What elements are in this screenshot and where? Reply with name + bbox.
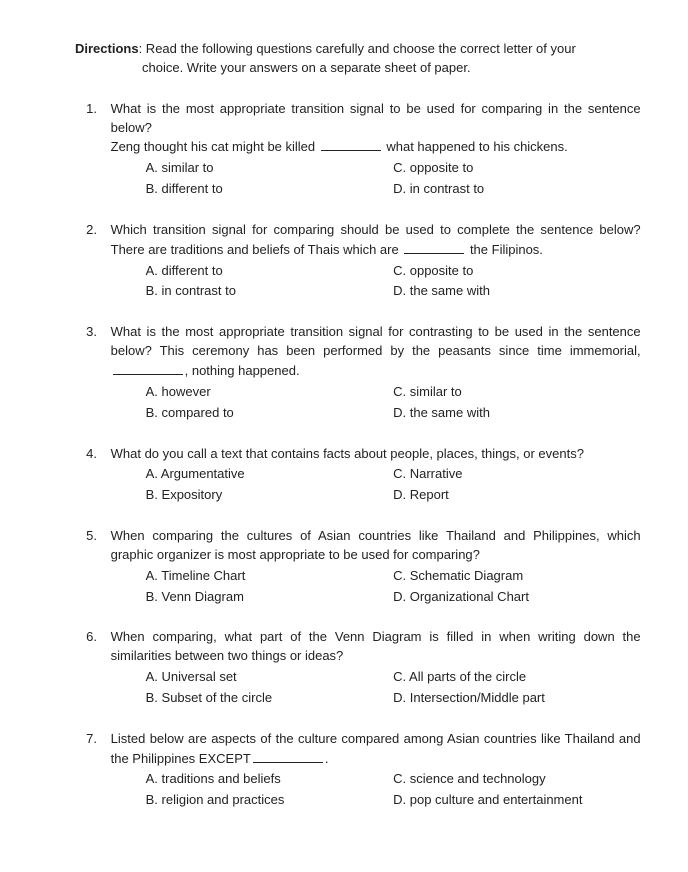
choice-b: B. Venn Diagram — [111, 588, 394, 607]
question-6: 6. When comparing, what part of the Venn… — [75, 628, 643, 707]
choice-b: B. in contrast to — [111, 282, 394, 301]
choice-c: C. Schematic Diagram — [393, 567, 641, 586]
text-post: . — [325, 751, 329, 766]
question-text: What do you call a text that contains fa… — [111, 446, 584, 461]
directions-label: Directions — [75, 41, 139, 56]
question-number: 4. — [75, 445, 97, 464]
choice-d: D. Intersection/Middle part — [393, 689, 641, 708]
question-3: 3. What is the most appropriate transiti… — [75, 323, 643, 422]
choice-a: A. Timeline Chart — [111, 567, 394, 586]
choice-b: B. Subset of the circle — [111, 689, 394, 708]
choice-d: D. Organizational Chart — [393, 588, 641, 607]
question-number: 5. — [75, 527, 97, 546]
question-1: 1. What is the most appropriate transiti… — [75, 100, 643, 199]
question-2: 2. Which transition signal for comparing… — [75, 221, 643, 301]
choice-d: D. pop culture and entertainment — [393, 791, 641, 810]
sentence-post: , nothing happened. — [185, 363, 300, 378]
choice-c: C. Narrative — [393, 465, 641, 484]
choice-b: B. Expository — [111, 486, 394, 505]
choice-a: A. different to — [111, 262, 394, 281]
blank-line — [321, 137, 381, 151]
sentence-post: the Filipinos. — [466, 242, 543, 257]
choice-c: C. opposite to — [393, 262, 641, 281]
choice-c: C. opposite to — [393, 159, 641, 178]
choice-a: A. however — [111, 383, 394, 402]
question-text: When comparing the cultures of Asian cou… — [111, 528, 641, 562]
directions-line1: : Read the following questions carefully… — [139, 41, 576, 56]
choice-d: D. the same with — [393, 282, 641, 301]
choice-d: D. in contrast to — [393, 180, 641, 199]
choice-d: D. Report — [393, 486, 641, 505]
choice-a: A. Universal set — [111, 668, 394, 687]
choice-a: A. traditions and beliefs — [111, 770, 394, 789]
question-number: 3. — [75, 323, 97, 342]
choice-b: B. religion and practices — [111, 791, 394, 810]
choice-b: B. different to — [111, 180, 394, 199]
question-text: When comparing, what part of the Venn Di… — [111, 629, 641, 663]
blank-line — [253, 749, 323, 763]
directions-line2: choice. Write your answers on a separate… — [75, 59, 643, 78]
question-number: 6. — [75, 628, 97, 647]
choice-a: A. Argumentative — [111, 465, 394, 484]
question-text: Which transition signal for comparing sh… — [111, 222, 641, 237]
choice-c: C. All parts of the circle — [393, 668, 641, 687]
choice-a: A. similar to — [111, 159, 394, 178]
question-number: 2. — [75, 221, 97, 240]
question-number: 1. — [75, 100, 97, 119]
question-text: What is the most appropriate transition … — [111, 101, 641, 135]
question-5: 5. When comparing the cultures of Asian … — [75, 527, 643, 606]
question-number: 7. — [75, 730, 97, 749]
choice-c: C. science and technology — [393, 770, 641, 789]
choice-d: D. the same with — [393, 404, 641, 423]
question-text: What is the most appropriate transition … — [111, 324, 641, 358]
sentence-post: what happened to his chickens. — [383, 139, 568, 154]
choice-b: B. compared to — [111, 404, 394, 423]
choice-c: C. similar to — [393, 383, 641, 402]
blank-line — [113, 361, 183, 375]
question-7: 7. Listed below are aspects of the cultu… — [75, 730, 643, 810]
sentence-pre: There are traditions and beliefs of Thai… — [111, 242, 403, 257]
blank-line — [404, 240, 464, 254]
question-4: 4. What do you call a text that contains… — [75, 445, 643, 506]
sentence-pre: Zeng thought his cat might be killed — [111, 139, 319, 154]
directions-block: Directions: Read the following questions… — [75, 40, 643, 78]
question-text: Listed below are aspects of the culture … — [111, 731, 641, 766]
